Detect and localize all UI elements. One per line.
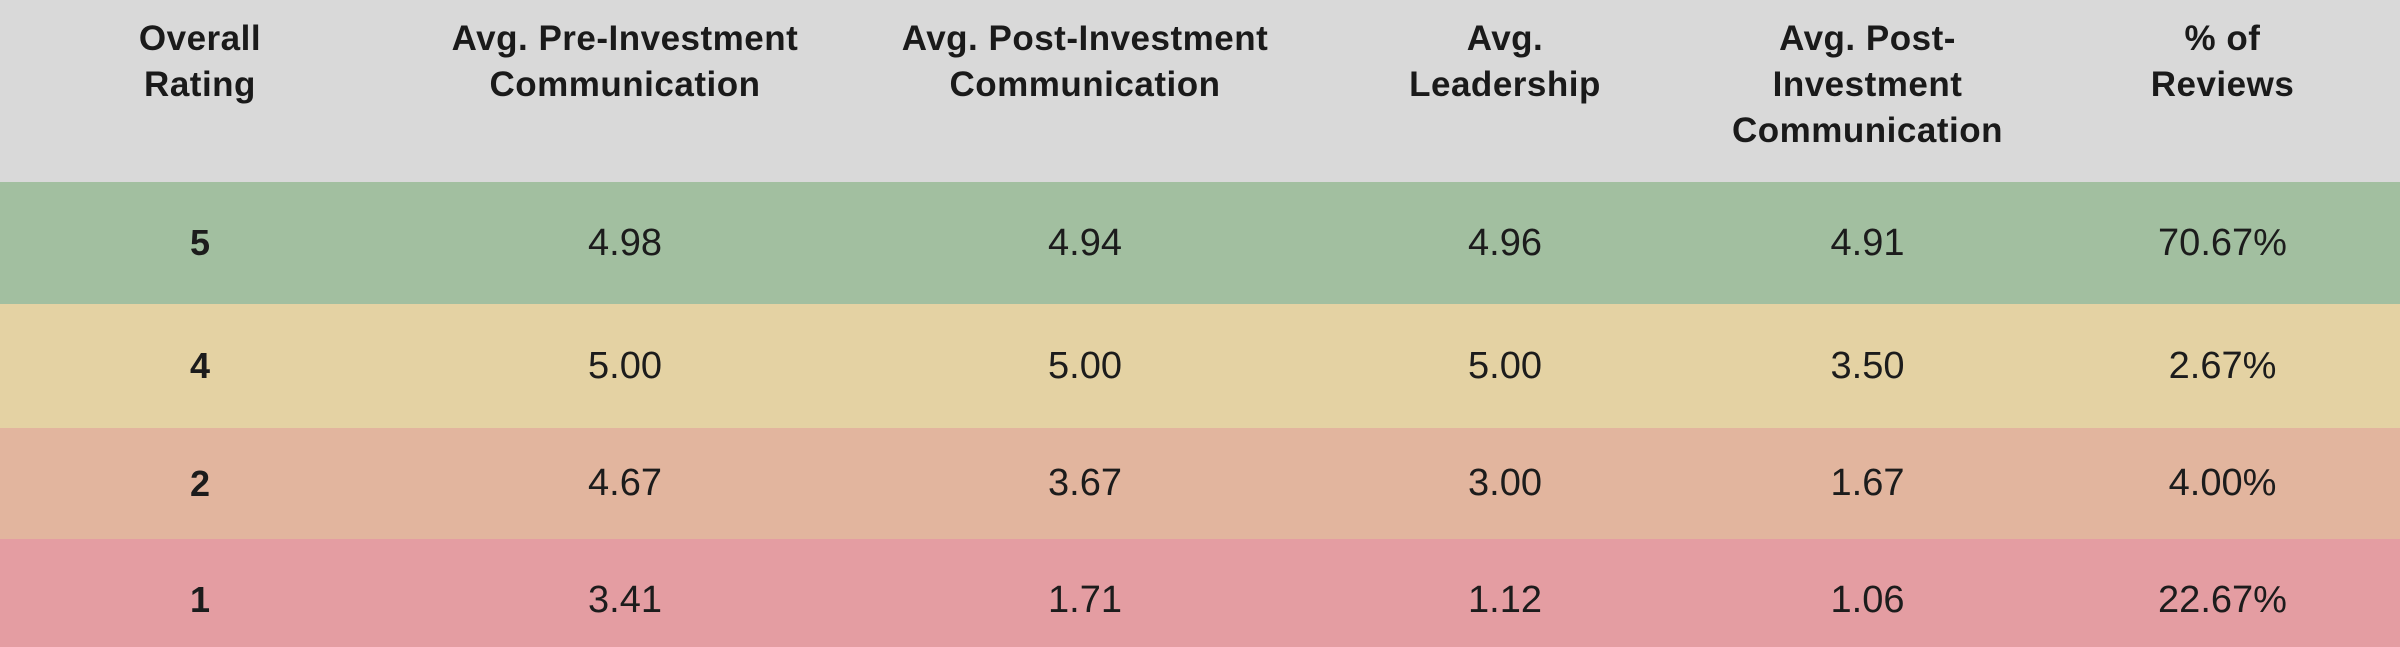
cell-avg-post-investment-communication: 1.71 (1048, 578, 1122, 621)
header-line: Overall (138, 19, 262, 58)
header-line: Communication (949, 65, 1221, 104)
table-row-rating-1: 1 3.41 1.71 1.12 1.06 22.67% (0, 539, 2400, 647)
cell-pct-of-reviews: 4.00% (2168, 462, 2277, 504)
table-row-rating-4: 4 5.00 5.00 5.00 3.50 2.67% (0, 304, 2400, 428)
header-line: Avg. (1466, 19, 1544, 58)
header-line: Avg. Pre-Investment (451, 19, 799, 58)
cell-avg-pre-investment-communication: 4.67 (588, 462, 662, 504)
column-header-pct-of-reviews: % of Reviews (2045, 0, 2400, 182)
column-header-overall-rating: Overall Rating (0, 0, 400, 182)
column-header-avg-pre-investment-communication: Avg. Pre-Investment Communication (400, 0, 850, 182)
header-line: Avg. Post-Investment (901, 19, 1269, 58)
cell-avg-leadership: 4.96 (1468, 221, 1542, 264)
column-header-avg-post-investment-communication-2: Avg. Post-Investment Communication (1690, 0, 2045, 182)
column-header-avg-leadership: Avg. Leadership (1320, 0, 1690, 182)
header-line: Avg. Post-Investment (1772, 19, 1963, 104)
cell-avg-post-investment-communication: 4.94 (1048, 221, 1122, 264)
table-row-rating-5: 5 4.98 4.94 4.96 4.91 70.67% (0, 182, 2400, 304)
cell-avg-pre-investment-communication: 3.41 (588, 578, 662, 621)
cell-avg-pre-investment-communication: 5.00 (588, 344, 662, 387)
cell-pct-of-reviews: 70.67% (2158, 221, 2287, 264)
cell-avg-post-investment-communication: 5.00 (1048, 344, 1122, 387)
cell-pct-of-reviews: 22.67% (2158, 578, 2287, 621)
header-line: Communication (1732, 111, 2003, 150)
cell-avg-pre-investment-communication: 4.98 (588, 221, 662, 264)
cell-avg-post-investment-communication: 3.67 (1048, 462, 1122, 504)
cell-avg-leadership: 5.00 (1468, 344, 1542, 387)
cell-avg-post-investment-communication-2: 1.67 (1830, 462, 1905, 504)
header-line: Rating (144, 65, 256, 104)
cell-pct-of-reviews: 2.67% (2168, 344, 2277, 387)
cell-avg-post-investment-communication-2: 1.06 (1830, 578, 1905, 621)
header-line: Leadership (1409, 65, 1601, 104)
cell-overall-rating: 2 (189, 462, 211, 504)
cell-overall-rating: 5 (189, 222, 211, 263)
cell-avg-leadership: 3.00 (1468, 462, 1542, 504)
cell-avg-leadership: 1.12 (1468, 578, 1542, 621)
column-header-avg-post-investment-communication: Avg. Post-Investment Communication (850, 0, 1320, 182)
cell-overall-rating: 1 (189, 579, 211, 620)
table-header-row: Overall Rating Avg. Pre-Investment Commu… (0, 0, 2400, 182)
header-line: Communication (489, 65, 761, 104)
cell-avg-post-investment-communication-2: 4.91 (1830, 221, 1905, 264)
cell-avg-post-investment-communication-2: 3.50 (1830, 344, 1905, 387)
header-line: Reviews (2150, 65, 2295, 104)
table-row-rating-2: 2 4.67 3.67 3.00 1.67 4.00% (0, 428, 2400, 539)
header-line: % of (2184, 19, 2261, 58)
cell-overall-rating: 4 (189, 345, 211, 386)
